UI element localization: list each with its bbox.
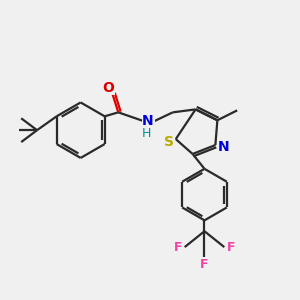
Text: H: H xyxy=(141,127,151,140)
Text: F: F xyxy=(173,241,182,254)
Text: O: O xyxy=(103,81,114,94)
Text: N: N xyxy=(218,140,229,154)
Text: F: F xyxy=(200,258,209,272)
Text: N: N xyxy=(142,114,154,128)
Text: F: F xyxy=(227,241,236,254)
Text: S: S xyxy=(164,135,174,149)
